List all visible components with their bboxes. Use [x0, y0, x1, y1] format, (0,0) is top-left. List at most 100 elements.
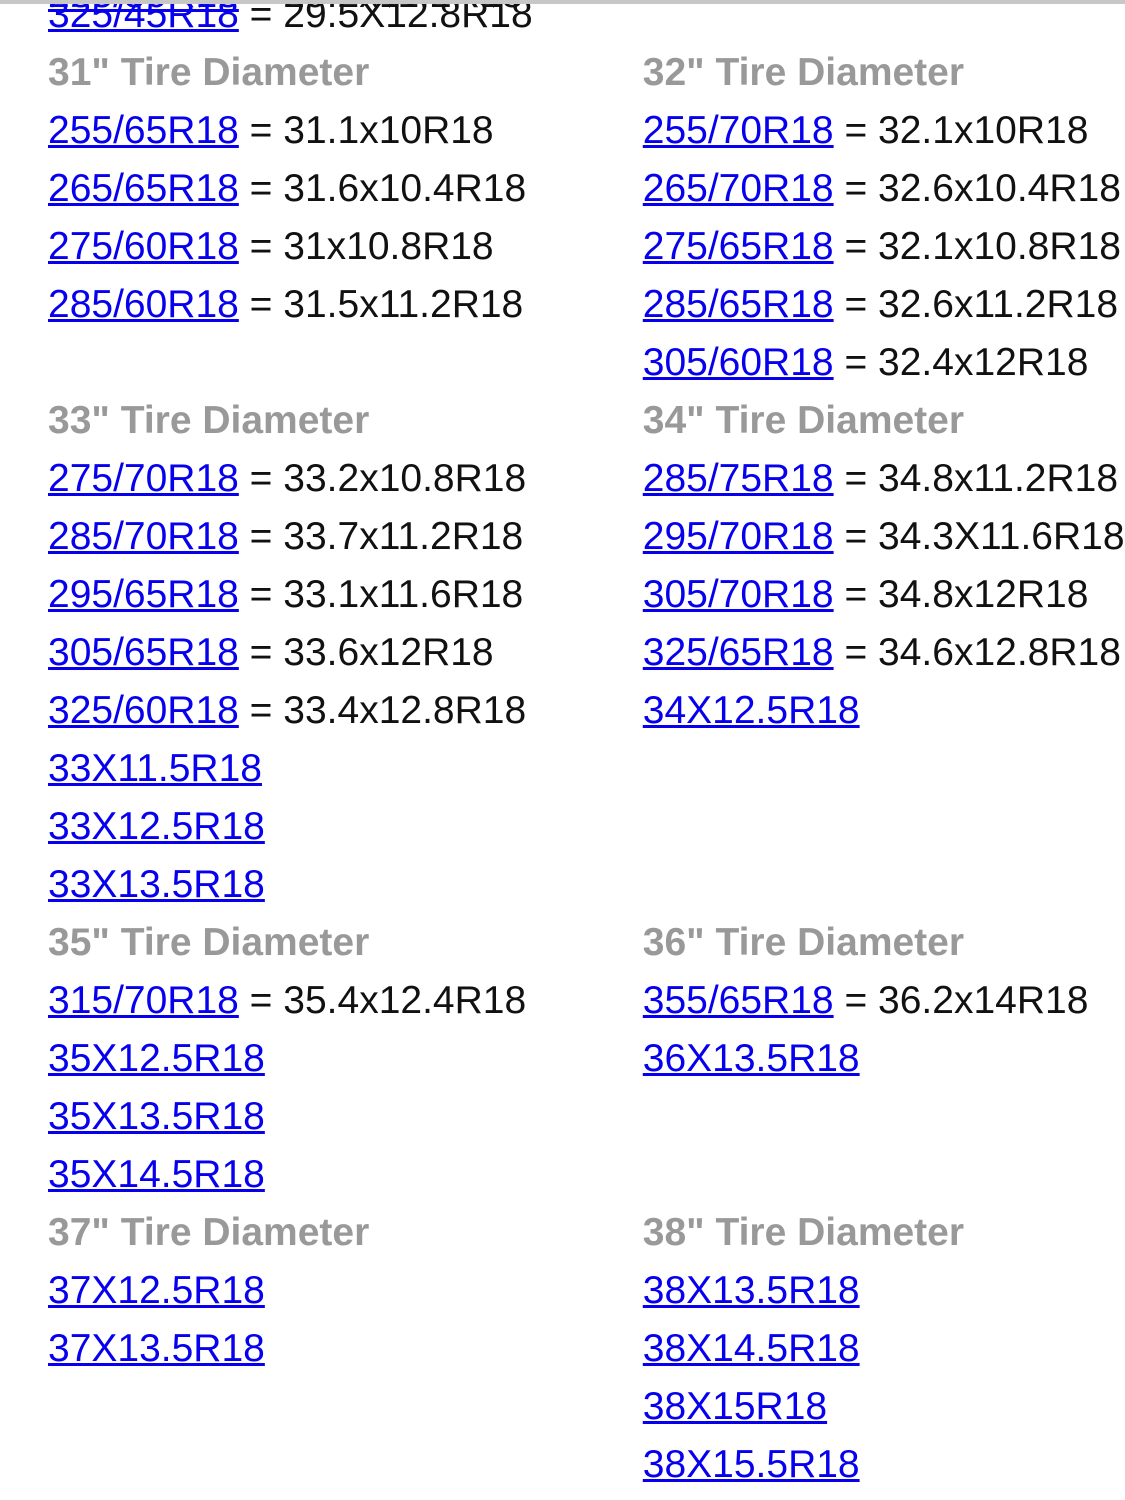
tire-size-link[interactable]: 325/65R18 [643, 631, 834, 674]
tire-size-link[interactable]: 33X12.5R18 [48, 805, 265, 848]
tire-size-row: 33X13.5R18 [48, 856, 643, 914]
diameter-heading: 35" Tire Diameter [48, 914, 643, 972]
tire-size-row: 38X15.5R18 [643, 1436, 1125, 1494]
tire-size-row: 265/65R18 = 31.6x10.4R18 [48, 160, 643, 218]
diameter-pair: 33" Tire Diameter275/70R18 = 33.2x10.8R1… [48, 392, 1125, 914]
tire-size-row: 33X11.5R18 [48, 740, 643, 798]
tire-size-equivalent: = 31.5x11.2R18 [239, 283, 523, 326]
tire-size-link[interactable]: 33X13.5R18 [48, 863, 265, 906]
tire-size-row: 285/75R18 = 34.8x11.2R18 [643, 450, 1125, 508]
tire-size-row: 285/60R18 = 31.5x11.2R18 [48, 276, 643, 334]
tire-size-equivalent: = 32.6x11.2R18 [834, 283, 1118, 326]
tire-size-equivalent: = 34.8x11.2R18 [834, 457, 1118, 500]
spacer [643, 740, 1125, 798]
tire-size-link[interactable]: 265/70R18 [643, 167, 834, 210]
diameter-heading: 31" Tire Diameter [48, 44, 643, 102]
right-column: 36" Tire Diameter 355/65R18 = 36.2x14R18 3… [643, 914, 1125, 1204]
tire-size-link[interactable]: 275/60R18 [48, 225, 239, 268]
tire-size-link[interactable]: 36X13.5R18 [643, 1037, 860, 1080]
tire-size-equivalent: = 31.1x10R18 [239, 109, 494, 152]
diameter-heading: 32" Tire Diameter [643, 44, 1125, 102]
tire-size-row: 285/70R18 = 33.7x11.2R18 [48, 508, 643, 566]
tire-size-row: 275/60R18 = 31x10.8R18 [48, 218, 643, 276]
tire-size-link[interactable]: 35X12.5R18 [48, 1037, 265, 1080]
tire-size-equivalent: = 29.5X12.8R18 [239, 0, 533, 36]
tire-size-row: 37X13.5R18 [48, 1320, 643, 1378]
tire-size-link[interactable]: 37X12.5R18 [48, 1269, 265, 1312]
tire-size-row: 325/60R18 = 33.4x12.8R18 [48, 682, 643, 740]
tire-size-equivalent: = 33.6x12R18 [239, 631, 494, 674]
left-column: 37" Tire Diameter37X12.5R1837X13.5R18 [48, 1204, 643, 1494]
tire-size-row: 38X15R18 [643, 1378, 1125, 1436]
tire-size-row: 38X13.5R18 [643, 1262, 1125, 1320]
tire-size-row: 285/65R18 = 32.6x11.2R18 [643, 276, 1125, 334]
tire-size-row: 37X12.5R18 [48, 1262, 643, 1320]
tire-size-equivalent: = 33.2x10.8R18 [239, 457, 526, 500]
tire-size-link[interactable]: 315/70R18 [48, 979, 239, 1022]
spacer [643, 1146, 1125, 1204]
tire-size-row: 305/65R18 = 33.6x12R18 [48, 624, 643, 682]
tire-size-row: 35X13.5R18 [48, 1088, 643, 1146]
tire-size-chart-page: 285/50R18 = 29.2x11.2R18325/45R18 = 29.5… [0, 0, 1125, 1500]
diameter-heading: 38" Tire Diameter [643, 1204, 1125, 1262]
tire-size-link[interactable]: 325/60R18 [48, 689, 239, 732]
tire-size-equivalent: = 35.4x12.4R18 [239, 979, 526, 1022]
tire-size-link[interactable]: 285/70R18 [48, 515, 239, 558]
left-column: 31" Tire Diameter255/65R18 = 31.1x10R182… [48, 44, 643, 392]
tire-size-link[interactable]: 37X13.5R18 [48, 1327, 265, 1370]
tire-size-equivalent: = 36.2x14R18 [834, 979, 1089, 1022]
tire-size-equivalent: = 32.1x10R18 [834, 109, 1089, 152]
tire-size-link[interactable]: 35X13.5R18 [48, 1095, 265, 1138]
tire-size-row: 295/65R18 = 33.1x11.6R18 [48, 566, 643, 624]
tire-size-link[interactable]: 295/65R18 [48, 573, 239, 616]
tire-size-link[interactable]: 285/75R18 [643, 457, 834, 500]
tire-size-link[interactable]: 305/70R18 [643, 573, 834, 616]
diameter-pair: 31" Tire Diameter255/65R18 = 31.1x10R182… [48, 44, 1125, 392]
partial-top-section: 285/50R18 = 29.2x11.2R18325/45R18 = 29.5… [48, 0, 1125, 44]
tire-size-link[interactable]: 305/65R18 [48, 631, 239, 674]
tire-size-link[interactable]: 38X13.5R18 [643, 1269, 860, 1312]
diameter-pair: 37" Tire Diameter37X12.5R1837X13.5R1838"… [48, 1204, 1125, 1494]
diameter-heading: 36" Tire Diameter [643, 914, 1125, 972]
spacer [48, 334, 643, 392]
tire-size-equivalent: = 33.1x11.6R18 [239, 573, 523, 616]
tire-size-row: 38X14.5R18 [643, 1320, 1125, 1378]
tire-size-link[interactable]: 285/65R18 [643, 283, 834, 326]
tire-size-link[interactable]: 285/60R18 [48, 283, 239, 326]
tire-size-link[interactable]: 38X15.5R18 [643, 1443, 860, 1486]
tire-size-equivalent: = 31.6x10.4R18 [239, 167, 526, 210]
tire-size-link[interactable]: 34X12.5R18 [643, 689, 860, 732]
tire-size-link[interactable]: 275/70R18 [48, 457, 239, 500]
tire-size-link[interactable]: 35X14.5R18 [48, 1153, 265, 1196]
tire-size-link[interactable]: 325/45R18 [48, 0, 239, 36]
spacer [643, 1088, 1125, 1146]
right-column: 32" Tire Diameter255/70R18 = 32.1x10R182… [643, 44, 1125, 392]
tire-size-link[interactable]: 38X15R18 [643, 1385, 827, 1428]
tire-size-link[interactable]: 255/65R18 [48, 109, 239, 152]
tire-size-row: 34X12.5R18 [643, 682, 1125, 740]
tire-size-link[interactable]: 265/65R18 [48, 167, 239, 210]
tire-size-equivalent: = 33.7x11.2R18 [239, 515, 523, 558]
tire-size-row: 325/65R18 = 34.6x12.8R18 [643, 624, 1125, 682]
tire-size-row: 265/70R18 = 32.6x10.4R18 [643, 160, 1125, 218]
tire-size-row: 275/70R18 = 33.2x10.8R18 [48, 450, 643, 508]
tire-size-row: 33X12.5R18 [48, 798, 643, 856]
spacer [48, 1378, 643, 1436]
tire-size-row: 275/65R18 = 32.1x10.8R18 [643, 218, 1125, 276]
tire-size-link[interactable]: 33X11.5R18 [48, 747, 262, 790]
tire-size-row: 305/60R18 = 32.4x12R18 [643, 334, 1125, 392]
diameter-pair: 35" Tire Diameter 315/70R18 = 35.4x12.4R1… [48, 914, 1125, 1204]
tire-size-link[interactable]: 305/60R18 [643, 341, 834, 384]
tire-size-row: 295/70R18 = 34.3X11.6R18 [643, 508, 1125, 566]
tire-size-link[interactable]: 275/65R18 [643, 225, 834, 268]
tire-size-row: 35X14.5R18 [48, 1146, 643, 1204]
tire-size-link[interactable]: 38X14.5R18 [643, 1327, 860, 1370]
tire-size-link[interactable]: 355/65R18 [643, 979, 834, 1022]
left-column: 35" Tire Diameter 315/70R18 = 35.4x12.4R1… [48, 914, 643, 1204]
tire-size-equivalent: = 32.4x12R18 [834, 341, 1089, 384]
tire-size-link[interactable]: 255/70R18 [643, 109, 834, 152]
tire-size-link[interactable]: 295/70R18 [643, 515, 834, 558]
tire-size-row: 36X13.5R18 [643, 1030, 1125, 1088]
tire-size-equivalent: = 34.8x12R18 [834, 573, 1089, 616]
spacer [643, 856, 1125, 914]
